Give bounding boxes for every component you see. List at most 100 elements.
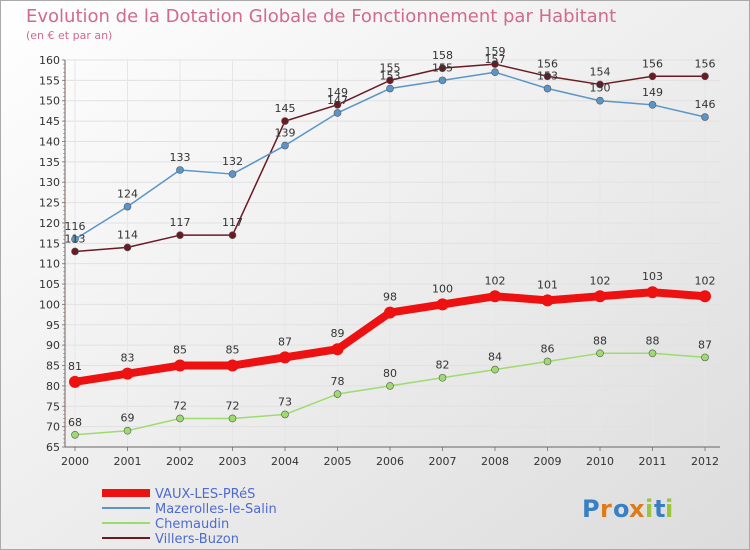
data-point-vaux-les-pr-s	[489, 290, 501, 303]
series-group	[69, 60, 711, 439]
data-point-chemaudin	[543, 357, 552, 366]
data-label-mazerolles-le-salin: 133	[170, 151, 191, 164]
data-point-chemaudin	[228, 414, 237, 423]
data-point-mazerolles-le-salin	[333, 109, 342, 117]
y-tick-label: 140	[39, 135, 60, 148]
logo-letter: t	[654, 495, 665, 523]
y-tick-label: 65	[46, 441, 60, 454]
logo-letter: i	[645, 495, 653, 523]
data-point-villers-buzon	[438, 64, 447, 72]
data-point-chemaudin	[438, 373, 447, 382]
data-point-mazerolles-le-salin	[228, 170, 237, 178]
data-point-vaux-les-pr-s	[331, 343, 344, 356]
data-point-villers-buzon	[701, 72, 709, 81]
data-point-chemaudin	[176, 414, 184, 423]
data-label-vaux-les-pr-s: 102	[695, 274, 716, 287]
data-label-mazerolles-le-salin: 153	[380, 70, 401, 83]
data-label-villers-buzon: 114	[117, 228, 138, 241]
data-label-mazerolles-le-salin: 116	[65, 220, 86, 233]
data-point-mazerolles-le-salin	[71, 235, 79, 244]
data-label-chemaudin: 86	[541, 342, 555, 355]
x-tick-label: 2000	[61, 455, 89, 468]
y-tick-label: 155	[39, 74, 60, 87]
data-point-vaux-les-pr-s	[646, 286, 659, 299]
y-tick-label: 105	[39, 278, 60, 291]
data-label-chemaudin: 84	[488, 351, 502, 364]
data-point-mazerolles-le-salin	[281, 141, 289, 150]
data-label-villers-buzon: 155	[380, 61, 401, 74]
data-label-chemaudin: 68	[68, 416, 82, 429]
data-point-villers-buzon	[543, 72, 552, 81]
data-point-vaux-les-pr-s	[226, 359, 239, 372]
data-point-mazerolles-le-salin	[123, 202, 132, 211]
data-point-chemaudin	[123, 426, 132, 435]
data-point-chemaudin	[491, 365, 499, 374]
legend: VAUX-LES-PRéSMazerolles-le-SalinChemaudi…	[102, 487, 277, 547]
data-point-mazerolles-le-salin	[438, 76, 447, 85]
data-label-vaux-les-pr-s: 83	[121, 352, 135, 365]
logo-letter: P	[582, 495, 600, 523]
data-point-mazerolles-le-salin	[596, 96, 604, 105]
data-point-mazerolles-le-salin	[176, 166, 184, 174]
logo-letter: x	[629, 495, 645, 523]
data-label-chemaudin: 82	[436, 359, 450, 372]
x-tick-label: 2012	[691, 455, 719, 468]
data-label-chemaudin: 88	[646, 334, 660, 347]
data-point-villers-buzon	[386, 76, 394, 85]
data-label-chemaudin: 87	[698, 338, 712, 351]
data-label-chemaudin: 80	[383, 367, 397, 380]
data-point-villers-buzon	[648, 72, 657, 81]
data-label-vaux-les-pr-s: 103	[642, 270, 663, 283]
x-tick-label: 2004	[271, 455, 299, 468]
y-tick-label: 130	[39, 176, 60, 189]
x-tick-label: 2003	[219, 455, 247, 468]
data-label-villers-buzon: 158	[432, 49, 453, 62]
legend-label: Chemaudin	[155, 517, 229, 532]
legend-label: Mazerolles-le-Salin	[155, 502, 277, 517]
data-label-chemaudin: 88	[593, 334, 607, 347]
data-point-villers-buzon	[596, 80, 604, 89]
data-label-mazerolles-le-salin: 153	[537, 70, 558, 83]
y-tick-label: 145	[39, 115, 60, 128]
x-tick-label: 2005	[324, 455, 352, 468]
y-tick-label: 70	[46, 421, 60, 434]
y-tick-label: 80	[46, 380, 60, 393]
logo-letter: o	[613, 495, 630, 523]
data-point-chemaudin	[648, 349, 657, 358]
data-point-vaux-les-pr-s	[436, 298, 449, 311]
y-tick-label: 160	[39, 54, 60, 67]
data-point-vaux-les-pr-s	[594, 290, 606, 303]
x-tick-label: 2008	[481, 455, 509, 468]
data-label-chemaudin: 72	[226, 399, 240, 412]
y-tick-label: 120	[39, 217, 60, 230]
logo-letter: i	[665, 495, 673, 523]
x-tick-label: 2001	[114, 455, 142, 468]
data-label-vaux-les-pr-s: 87	[278, 335, 292, 348]
x-tick-label: 2002	[166, 455, 194, 468]
y-tick-label: 115	[39, 237, 60, 250]
data-label-villers-buzon: 156	[695, 57, 716, 70]
data-point-mazerolles-le-salin	[701, 113, 709, 121]
data-label-villers-buzon: 113	[65, 232, 86, 245]
y-tick-label: 95	[46, 319, 60, 332]
y-tick-label: 85	[46, 360, 60, 373]
data-label-villers-buzon: 145	[275, 102, 296, 115]
data-label-mazerolles-le-salin: 155	[432, 61, 453, 74]
data-label-villers-buzon: 149	[327, 86, 348, 99]
y-tick-label: 110	[39, 258, 60, 271]
x-tick-label: 2010	[586, 455, 614, 468]
data-label-vaux-les-pr-s: 85	[226, 344, 240, 357]
x-tick-label: 2006	[376, 455, 404, 468]
data-label-chemaudin: 72	[173, 399, 187, 412]
legend-label: Villers-Buzon	[155, 532, 239, 547]
data-label-mazerolles-le-salin: 139	[275, 127, 296, 140]
data-label-mazerolles-le-salin: 124	[117, 188, 138, 201]
data-label-vaux-les-pr-s: 81	[68, 360, 82, 373]
chart-subtitle: (en € et par an)	[26, 29, 112, 42]
data-label-mazerolles-le-salin: 157	[485, 53, 506, 66]
data-label-mazerolles-le-salin: 149	[642, 86, 663, 99]
data-point-vaux-les-pr-s	[174, 359, 186, 372]
x-tick-label: 2011	[639, 455, 667, 468]
